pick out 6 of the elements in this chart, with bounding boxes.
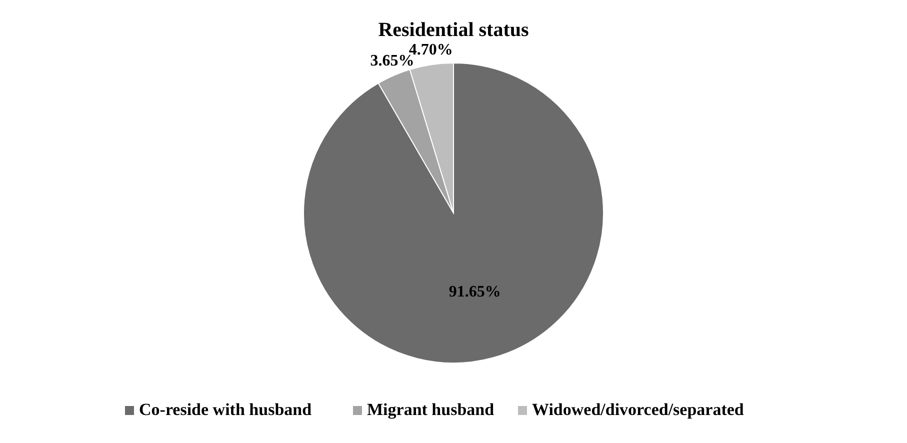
legend-label: Widowed/divorced/separated xyxy=(532,400,744,419)
legend-label: Co-reside with husband xyxy=(139,400,312,419)
chart-title: Residential status xyxy=(378,19,529,41)
data-label: 3.65% xyxy=(370,52,414,70)
data-label: 91.65% xyxy=(448,283,501,300)
legend-label: Migrant husband xyxy=(367,400,495,419)
